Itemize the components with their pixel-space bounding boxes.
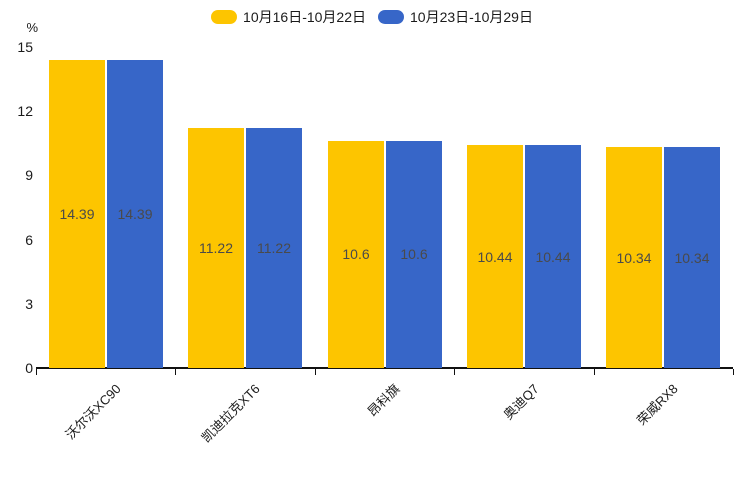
legend-item-label: 10月16日-10月22日 bbox=[243, 9, 366, 25]
x-axis-tick bbox=[594, 369, 595, 375]
y-axis-tick-label: 9 bbox=[25, 167, 33, 184]
bar-value-label: 11.22 bbox=[199, 240, 233, 256]
y-axis-tick-label: 12 bbox=[17, 103, 33, 120]
x-axis-category-label: 奥迪Q7 bbox=[500, 381, 542, 423]
x-axis-line bbox=[36, 367, 733, 369]
bar-value-label: 10.44 bbox=[477, 249, 513, 265]
bar-series-2[interactable]: 14.39 bbox=[107, 60, 163, 368]
legend-swatch-icon bbox=[378, 10, 404, 24]
legend: 10月16日-10月22日 10月23日-10月29日 bbox=[0, 8, 744, 26]
bar-value-label: 10.34 bbox=[674, 250, 710, 266]
bar-series-1[interactable]: 10.6 bbox=[328, 141, 384, 368]
y-axis-unit-label: % bbox=[26, 20, 38, 35]
y-axis-tick-label: 3 bbox=[25, 295, 33, 312]
legend-swatch-icon bbox=[211, 10, 238, 24]
x-axis-tick bbox=[175, 369, 176, 375]
bar-value-label: 14.39 bbox=[59, 206, 95, 222]
legend-item-series-2[interactable]: 10月23日-10月29日 bbox=[378, 8, 533, 26]
bar-value-label: 10.6 bbox=[400, 246, 428, 262]
x-axis-category-label: 昂科旗 bbox=[364, 381, 403, 420]
bar-series-1[interactable]: 10.34 bbox=[606, 147, 662, 368]
x-axis-tick bbox=[454, 369, 455, 375]
bar-value-label: 11.22 bbox=[257, 240, 291, 256]
bar-series-2[interactable]: 11.22 bbox=[246, 128, 302, 368]
bar-series-1[interactable]: 11.22 bbox=[188, 128, 244, 368]
bar-series-2[interactable]: 10.6 bbox=[386, 141, 442, 368]
bar-value-label: 10.44 bbox=[535, 249, 571, 265]
x-axis-category-label: 沃尔沃XC90 bbox=[62, 381, 124, 443]
x-axis-category-label: 凯迪拉克XT6 bbox=[198, 381, 263, 446]
legend-item-series-1[interactable]: 10月16日-10月22日 bbox=[211, 8, 366, 26]
x-axis-tick bbox=[36, 369, 37, 375]
bar-series-2[interactable]: 10.34 bbox=[664, 147, 720, 368]
bar-series-1[interactable]: 14.39 bbox=[49, 60, 105, 368]
x-axis-tick bbox=[315, 369, 316, 375]
bar-series-1[interactable]: 10.44 bbox=[467, 145, 523, 368]
y-axis-tick-label: 0 bbox=[25, 360, 33, 376]
bar-value-label: 10.6 bbox=[342, 246, 370, 262]
x-axis-category-label: 荣威RX8 bbox=[633, 381, 681, 429]
bar-value-label: 14.39 bbox=[117, 206, 153, 222]
legend-item-label: 10月23日-10月29日 bbox=[410, 9, 533, 25]
bar-value-label: 10.34 bbox=[616, 250, 652, 266]
y-axis-tick-label: 15 bbox=[17, 39, 33, 55]
x-axis-tick bbox=[733, 369, 734, 375]
y-axis-tick-label: 6 bbox=[25, 231, 33, 248]
bar-series-2[interactable]: 10.44 bbox=[525, 145, 581, 368]
